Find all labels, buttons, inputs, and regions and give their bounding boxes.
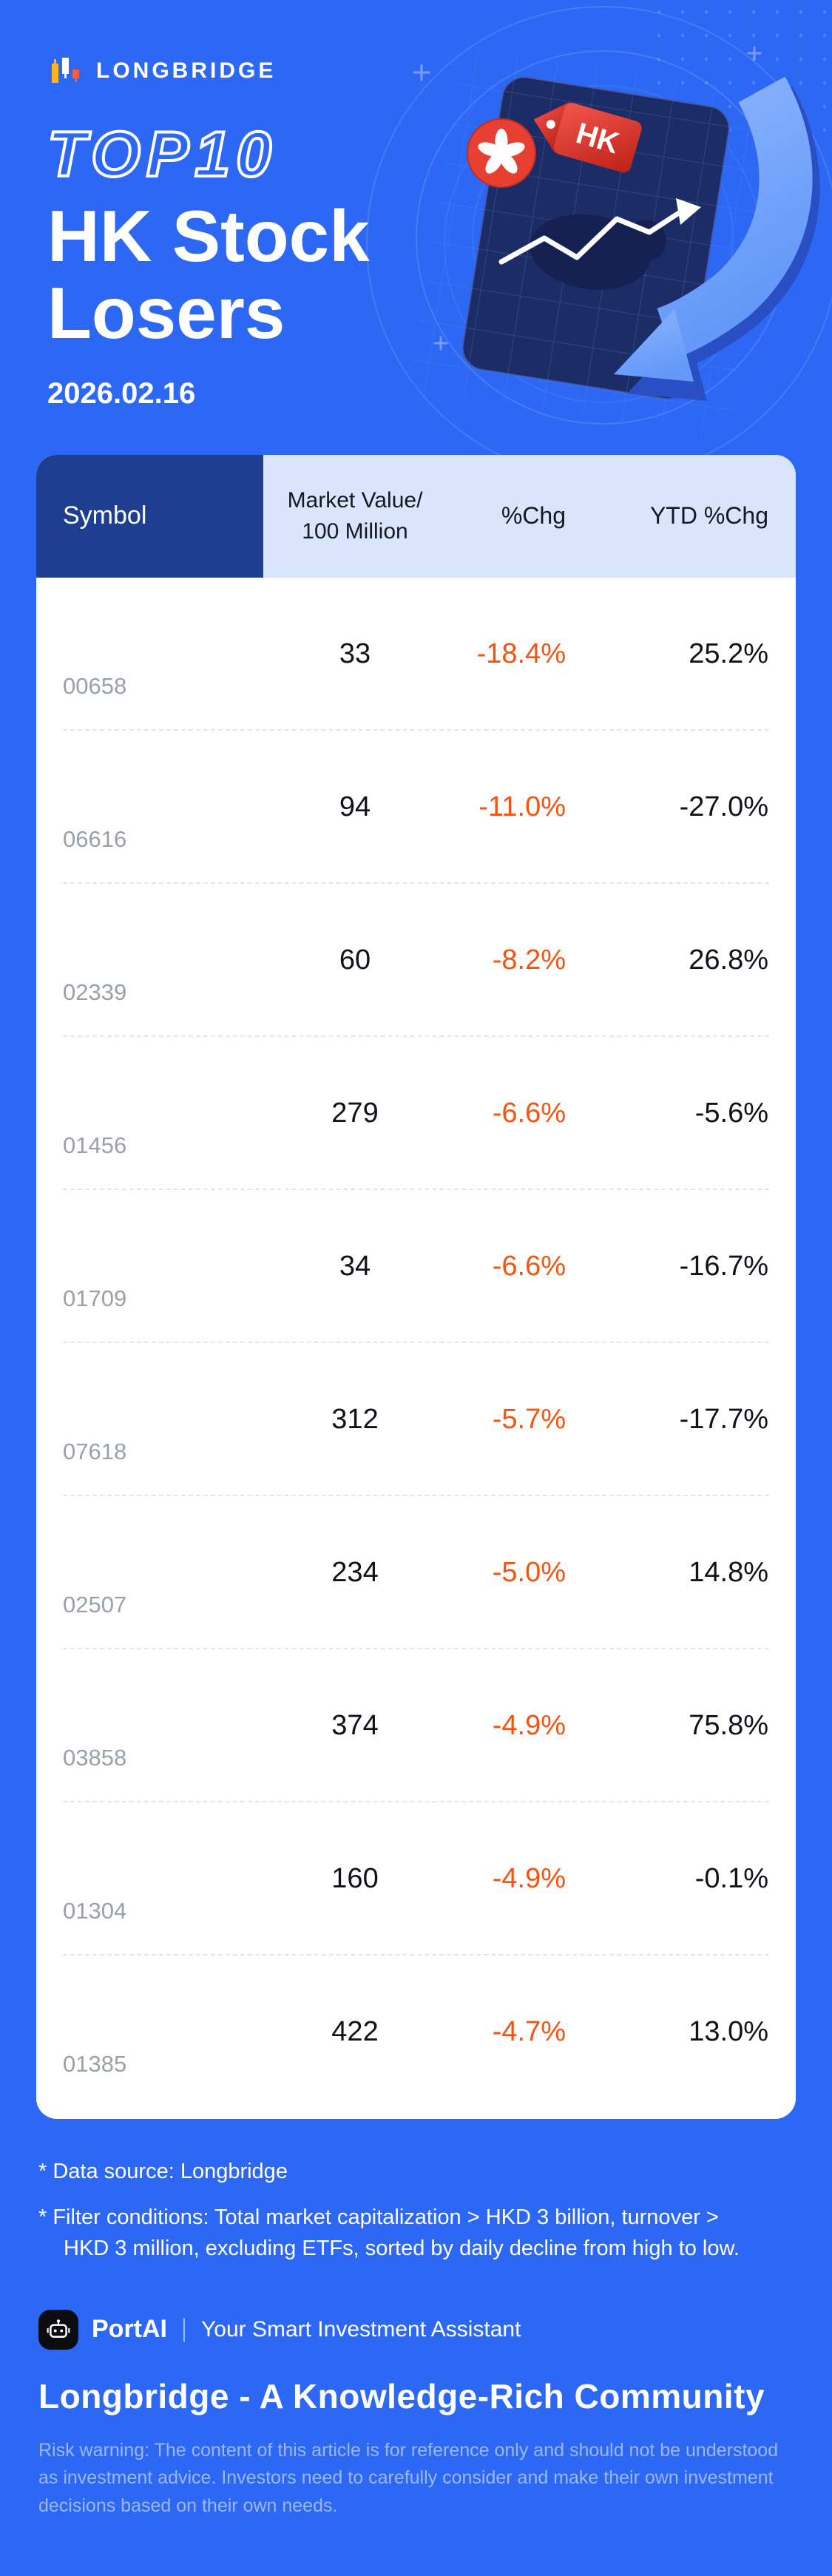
ytd-change-cell: 13.0%	[689, 2015, 768, 2047]
stock-symbol-code: 01709	[63, 1285, 127, 1311]
stock-symbol-code: 06616	[63, 825, 127, 852]
down-arrow-ribbon	[614, 76, 820, 401]
pct-change-cell: -4.9%	[492, 1862, 566, 1894]
portai-row: PortAI Your Smart Investment Assistant	[38, 2309, 794, 2350]
page-title-line2: Losers	[47, 271, 285, 354]
market-value-cell: 279	[331, 1097, 379, 1129]
footnotes: * Data source: Longbridge * Filter condi…	[0, 2156, 832, 2264]
ytd-change-cell: -0.1%	[694, 1862, 768, 1894]
risk-warning: Risk warning: The content of this articl…	[38, 2439, 779, 2516]
portai-robot-icon	[38, 2309, 78, 2350]
market-value-cell: 160	[331, 1862, 379, 1894]
market-value-cell: 34	[339, 1250, 371, 1282]
table-header: Symbol Market Value/ 100 Million %Chg YT…	[36, 454, 796, 578]
market-value-cell: 374	[331, 1709, 379, 1741]
data-source-note: * Data source: Longbridge	[38, 2159, 288, 2183]
stock-symbol-code: 07618	[63, 1438, 127, 1464]
table-row: 03858 374 -4.9% 75.8%	[36, 1649, 796, 1802]
table-row: 01304 160 -4.9% -0.1%	[36, 1802, 796, 1955]
hk-tag: HK	[533, 101, 642, 173]
losers-table: Symbol Market Value/ 100 Million %Chg YT…	[36, 454, 796, 2119]
pct-change-cell: -18.4%	[476, 638, 566, 669]
column-header-symbol: Symbol	[36, 454, 263, 578]
pct-change-cell: -11.0%	[478, 791, 566, 822]
top10-badge: TOP10	[46, 119, 277, 190]
report-date: 2026.02.16	[47, 376, 196, 410]
stock-symbol-code: 01456	[63, 1132, 127, 1158]
table-row: 02339 60 -8.2% 26.8%	[36, 883, 796, 1037]
column-header-market-value: Market Value/ 100 Million	[263, 455, 447, 578]
stock-symbol-code: 01304	[63, 1897, 127, 1924]
footer: PortAI Your Smart Investment Assistant L…	[0, 2309, 832, 2521]
ytd-change-cell: 26.8%	[689, 944, 768, 976]
hk-flag-icon	[467, 118, 536, 188]
stock-symbol-code: 02339	[63, 978, 127, 1005]
table-row: 01385 422 -4.7% 13.0%	[36, 1955, 796, 2109]
hero-illustration: HK	[370, 27, 832, 441]
ytd-change-cell: 75.8%	[689, 1709, 768, 1741]
pct-change-cell: -5.0%	[492, 1556, 566, 1588]
market-value-cell: 422	[331, 2015, 379, 2047]
table-row: 06616 94 -11.0% -27.0%	[36, 730, 796, 884]
column-header-ytd-change: YTD %Chg	[649, 502, 768, 530]
stock-symbol-code: 03858	[63, 1744, 127, 1771]
page-title: HK Stock Losers	[47, 195, 832, 354]
filter-conditions-note: * Filter conditions: Total market capita…	[38, 2205, 740, 2260]
column-header-market-value-line1: Market Value/	[287, 487, 423, 513]
market-value-cell: 33	[339, 638, 371, 669]
portai-tagline: Your Smart Investment Assistant	[201, 2316, 521, 2342]
market-value-cell: 312	[331, 1403, 379, 1435]
pct-change-cell: -6.6%	[492, 1097, 566, 1129]
market-value-cell: 60	[339, 944, 371, 976]
column-header-market-value-line2: 100 Million	[302, 518, 408, 544]
pct-change-cell: -8.2%	[492, 944, 566, 976]
column-header-pct-change: %Chg	[501, 502, 566, 530]
market-value-cell: 234	[331, 1556, 379, 1588]
table-row: 07618 312 -5.7% -17.7%	[36, 1342, 796, 1496]
brand: LONGBRIDGE	[47, 53, 832, 89]
portai-name: PortAI	[92, 2315, 167, 2344]
brand-name: LONGBRIDGE	[96, 58, 277, 83]
table-row: 01709 34 -6.6% -16.7%	[36, 1189, 796, 1343]
pct-change-cell: -5.7%	[492, 1403, 566, 1435]
footer-headline: Longbridge - A Knowledge-Rich Community	[38, 2376, 765, 2416]
pct-change-cell: -4.7%	[492, 2015, 566, 2047]
ytd-change-cell: -5.6%	[694, 1097, 768, 1129]
pct-change-cell: -4.9%	[492, 1709, 566, 1741]
table-row: 01456 279 -6.6% -5.6%	[36, 1036, 796, 1190]
stock-symbol-code: 02507	[63, 1591, 127, 1617]
trend-zigzag-arrow	[498, 198, 701, 265]
table-body: 00658 33 -18.4% 25.2% 06616 94 -11.0% -2…	[36, 577, 796, 2109]
stock-symbol-code: 00658	[63, 672, 127, 699]
table-row: 02507 234 -5.0% 14.8%	[36, 1495, 796, 1649]
pct-change-cell: -6.6%	[492, 1250, 566, 1282]
divider	[183, 2317, 185, 2342]
market-value-cell: 94	[339, 791, 371, 822]
ytd-change-cell: -17.7%	[679, 1403, 768, 1435]
ytd-change-cell: 25.2%	[689, 638, 768, 669]
page-title-line1: HK Stock	[47, 195, 370, 277]
ytd-change-cell: -27.0%	[679, 791, 768, 822]
header: LONGBRIDGE TOP10 HK Stock Losers 2026.02…	[0, 0, 832, 410]
stock-symbol-code: 01385	[63, 2050, 127, 2077]
ytd-change-cell: 14.8%	[689, 1556, 768, 1588]
table-row: 00658 33 -18.4% 25.2%	[36, 577, 796, 731]
longbridge-logo-icon	[52, 58, 79, 83]
ytd-change-cell: -16.7%	[679, 1250, 768, 1282]
